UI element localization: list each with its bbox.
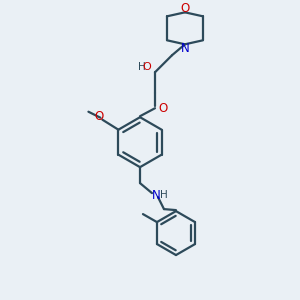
Text: O: O (95, 110, 104, 123)
Text: O: O (180, 2, 190, 15)
Text: H: H (138, 62, 146, 72)
Text: O: O (158, 102, 168, 115)
Text: N: N (181, 42, 189, 55)
Text: H: H (160, 190, 168, 200)
Text: O: O (142, 62, 152, 72)
Text: N: N (152, 189, 160, 202)
